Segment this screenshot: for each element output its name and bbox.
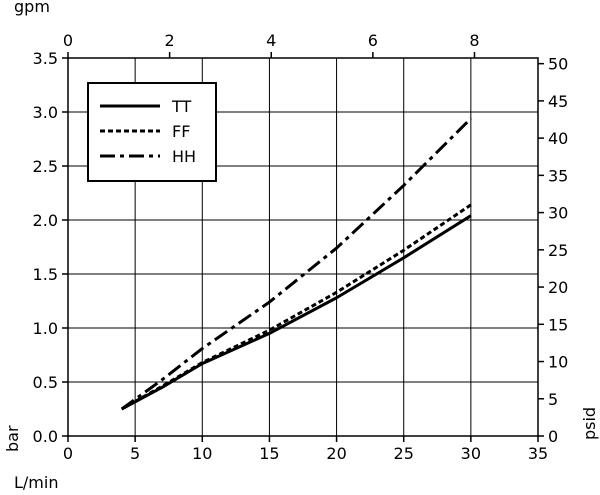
series-line-FF [120, 203, 472, 411]
y-right-axis-title: psid [580, 407, 599, 440]
plot-frame [67, 57, 539, 437]
x-bottom-tick-label-1: 5 [130, 444, 140, 463]
y-right-tick-label-2: 10 [548, 353, 568, 372]
series-layer [120, 117, 472, 411]
x-top-tick-label-4: 8 [469, 31, 479, 50]
y-right-tick-label-6: 30 [548, 204, 568, 223]
x-top-tick-label-2: 4 [266, 31, 276, 50]
x-bottom-tick-label-3: 15 [259, 444, 279, 463]
y-right-tick-label-3: 15 [548, 315, 568, 334]
y-left-tick-label-3: 1.5 [33, 265, 58, 284]
x-bottom-tick-label-0: 0 [63, 444, 73, 463]
x-bottom-tick-label-4: 20 [326, 444, 346, 463]
y-right-tick-label-1: 5 [548, 390, 558, 409]
legend: TT FF HH [87, 82, 217, 182]
y-right-tick-label-10: 50 [548, 55, 568, 74]
x-top-tick-label-0: 0 [63, 31, 73, 50]
y-right-tick-label-0: 0 [548, 427, 558, 446]
x-top-tick-label-1: 2 [165, 31, 175, 50]
x-bottom-tick-label-2: 10 [192, 444, 212, 463]
y-right-tick-label-8: 40 [548, 129, 568, 148]
labels-layer: gpm L/min bar psid [3, 0, 599, 492]
series-line-HH [120, 117, 472, 411]
y-right-tick-label-7: 35 [548, 166, 568, 185]
y-left-tick-label-4: 2.0 [33, 211, 58, 230]
y-left-tick-label-7: 3.5 [33, 49, 58, 68]
x-top-tick-label-3: 6 [368, 31, 378, 50]
x-bottom-tick-label-6: 30 [461, 444, 481, 463]
y-left-tick-label-5: 2.5 [33, 157, 58, 176]
legend-label-FF: FF [172, 122, 190, 141]
legend-label-HH: HH [172, 147, 196, 166]
x-top-axis-title: gpm [14, 0, 50, 16]
y-right-tick-label-9: 45 [548, 92, 568, 111]
ticks-layer: 0 5 10 15 20 25 30 350 2 4 6 80.00.51.01.52.02.53.0… [33, 31, 569, 463]
series-line-TT [121, 214, 472, 411]
x-bottom-tick-label-5: 25 [394, 444, 414, 463]
y-right-tick-label-5: 25 [548, 241, 568, 260]
y-left-tick-label-0: 0.0 [33, 427, 58, 446]
y-left-axis-title: bar [3, 425, 22, 452]
x-bottom-axis-title: L/min [14, 473, 58, 492]
y-left-tick-label-2: 1.0 [33, 319, 58, 338]
legend-label-TT: TT [171, 97, 191, 116]
x-bottom-tick-label-7: 35 [528, 444, 548, 463]
y-left-tick-label-1: 0.5 [33, 373, 58, 392]
y-right-tick-label-4: 20 [548, 278, 568, 297]
y-left-tick-label-6: 3.0 [33, 103, 58, 122]
